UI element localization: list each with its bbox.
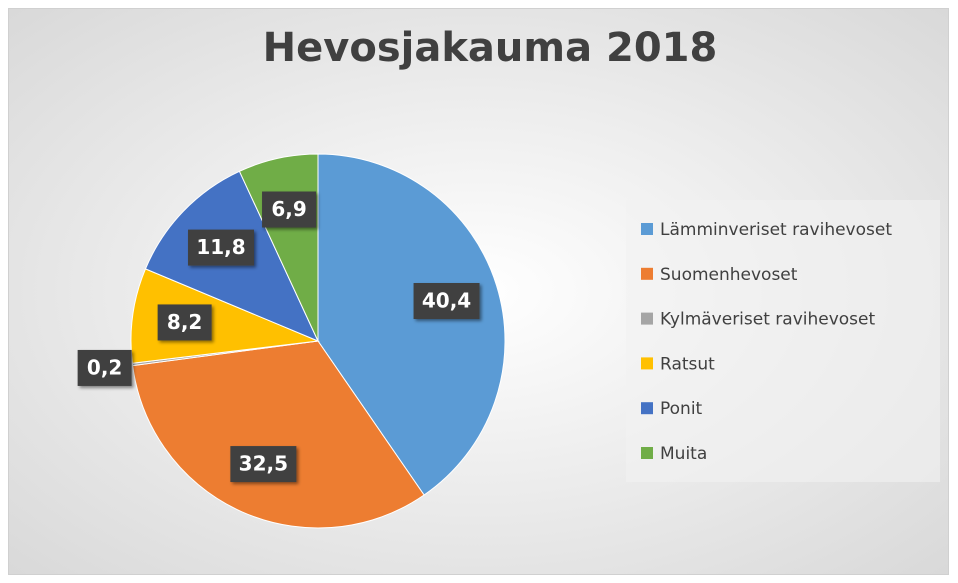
data-label: 32,5 xyxy=(239,452,288,476)
legend-label: Suomenhevoset xyxy=(660,265,798,285)
data-label: 11,8 xyxy=(196,235,245,259)
data-label: 0,2 xyxy=(87,355,122,379)
legend-swatch xyxy=(641,402,653,415)
data-label-box xyxy=(413,283,480,320)
data-label-box xyxy=(77,349,132,386)
legend-swatch xyxy=(641,312,653,325)
data-label-box xyxy=(262,191,317,228)
legend-swatch xyxy=(641,357,653,370)
pie-slice xyxy=(317,153,506,496)
chart-title: Hevosjakauma 2018 xyxy=(263,25,718,71)
legend-label: Lämminveriset ravihevoset xyxy=(660,220,892,240)
pie-slice xyxy=(132,340,425,529)
legend-label: Kylmäveriset ravihevoset xyxy=(660,310,875,330)
legend-label: Muita xyxy=(660,444,707,464)
data-label-box xyxy=(230,446,297,483)
data-label: 6,9 xyxy=(271,197,306,221)
legend-label: Ponit xyxy=(660,399,703,419)
legend-swatch xyxy=(641,447,653,459)
data-label-box xyxy=(188,229,255,266)
data-label: 40,4 xyxy=(422,289,471,313)
data-label-box xyxy=(157,304,212,341)
legend-box xyxy=(626,200,940,482)
legend-label: Ratsut xyxy=(660,354,715,374)
legend-swatch xyxy=(641,223,653,235)
legend-swatch xyxy=(641,267,653,280)
data-label: 8,2 xyxy=(167,310,202,334)
